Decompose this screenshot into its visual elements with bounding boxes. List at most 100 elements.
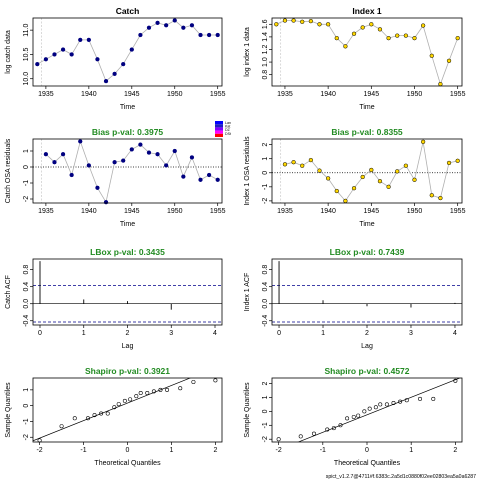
data-point [360, 25, 365, 30]
chart-title: Index 1 [352, 6, 382, 16]
qq-point [165, 387, 170, 392]
qq-point [391, 401, 396, 406]
data-point [206, 172, 212, 178]
y-tick-label: 1.2 [262, 45, 269, 55]
data-point [164, 23, 169, 28]
x-tick-label: 1 [170, 447, 174, 454]
qq-point [59, 424, 64, 429]
y-tick-label: 0 [262, 409, 269, 413]
chart-title: LBox p-val: 0.3435 [90, 247, 165, 257]
qq-point [145, 391, 150, 396]
x-tick-label: 1950 [167, 91, 183, 98]
legend-swatch [215, 127, 223, 131]
data-point [129, 47, 134, 52]
x-tick-label: 1 [82, 330, 86, 337]
series-line [276, 20, 459, 86]
x-tick-label: 1940 [320, 91, 336, 98]
y-axis-label: log catch data [5, 30, 12, 74]
y-tick-label: 2 [262, 143, 269, 147]
x-tick-label: 1955 [210, 208, 226, 215]
y-tick-label: 1.6 [262, 19, 269, 29]
x-axis-label: Theoretical Quantiles [334, 460, 401, 467]
qq-point [85, 416, 90, 421]
data-point [95, 185, 100, 190]
chart-index_qq: Shapiro p-val: 0.4572 -2 -1 0 1 2 -2 -1 0 1 2 Theor… [244, 366, 463, 467]
data-point [155, 152, 160, 157]
legend-label: Kat [225, 125, 230, 129]
y-axis-label: Sample Quantiles [244, 382, 251, 438]
data-point [121, 61, 126, 67]
x-tick-label: -1 [320, 447, 326, 454]
y-tick-label: 1 [262, 395, 269, 399]
data-point [155, 20, 160, 26]
data-point [446, 58, 452, 63]
x-tick-label: 2 [126, 330, 130, 337]
y-tick-label: 1 [23, 388, 30, 392]
y-tick-label: -0.4 [23, 315, 30, 327]
y-tick-label: 0 [262, 171, 269, 175]
x-tick-label: 4 [213, 330, 217, 337]
series-line [37, 19, 218, 82]
chart-title: Shapiro p-val: 0.3921 [85, 366, 170, 376]
data-point [369, 22, 374, 27]
qq-point [116, 402, 121, 407]
x-tick-label: 1940 [81, 208, 97, 215]
data-point [198, 177, 203, 182]
data-point [78, 139, 83, 144]
data-point [103, 200, 109, 205]
x-tick-label: 1940 [81, 91, 97, 98]
qq-point [191, 379, 196, 384]
legend-swatch [215, 124, 223, 128]
x-tick-label: 4 [453, 330, 457, 337]
y-tick-label: 0 [23, 404, 30, 408]
data-point [360, 174, 365, 180]
data-point [412, 177, 417, 182]
data-point [112, 71, 117, 77]
data-point [146, 25, 152, 30]
data-point [95, 57, 100, 62]
qq-point [134, 394, 139, 399]
x-tick-label: 1935 [38, 91, 54, 98]
y-tick-label: -2 [262, 198, 269, 204]
chart-index: Index 1 1935 1940 1945 1950 1955 0.8 1.0 1.2 1.4 1… [244, 6, 466, 111]
data-point [215, 32, 220, 38]
x-tick-label: 1940 [320, 208, 336, 215]
y-axis-label: Catch ACF [5, 275, 12, 309]
x-tick-label: 2 [365, 330, 369, 337]
data-point [455, 35, 460, 41]
qq-point [345, 416, 350, 421]
qq-point [378, 402, 383, 407]
y-tick-label: 0.8 [262, 265, 269, 275]
x-tick-label: 3 [409, 330, 413, 337]
data-point [172, 18, 177, 23]
legend-swatch [215, 130, 223, 134]
data-point [403, 163, 409, 168]
y-tick-label: -1 [23, 180, 30, 186]
data-point [129, 147, 134, 152]
qq-point [105, 411, 110, 416]
y-tick-label: 0.4 [23, 282, 30, 292]
x-tick-label: 0 [365, 447, 369, 454]
data-point [189, 23, 195, 28]
chart-catch_residuals: Bias p-val: 0.3975 1935 1940 1945 1950 1955 -2… [5, 127, 226, 228]
qq-point [367, 406, 372, 411]
data-point [351, 31, 357, 36]
chart-catch_qq: Shapiro p-val: 0.3921 -2 -1 0 1 2 -2 -1 0 1 Theore… [5, 366, 223, 467]
data-point [412, 35, 417, 41]
qq-point [276, 437, 281, 442]
x-tick-label: 1955 [450, 91, 466, 98]
y-tick-label: 0.0 [23, 299, 30, 309]
data-point [343, 198, 348, 204]
qq-point [431, 396, 436, 401]
data-point [420, 23, 426, 28]
data-point [317, 22, 322, 27]
data-point [429, 193, 434, 198]
qq-point [384, 402, 389, 407]
data-point [172, 148, 177, 154]
x-tick-label: 1950 [407, 91, 423, 98]
data-point [181, 25, 186, 30]
data-point [52, 160, 57, 165]
data-point [86, 163, 91, 168]
plot-frame [32, 258, 223, 326]
data-point [395, 169, 400, 174]
